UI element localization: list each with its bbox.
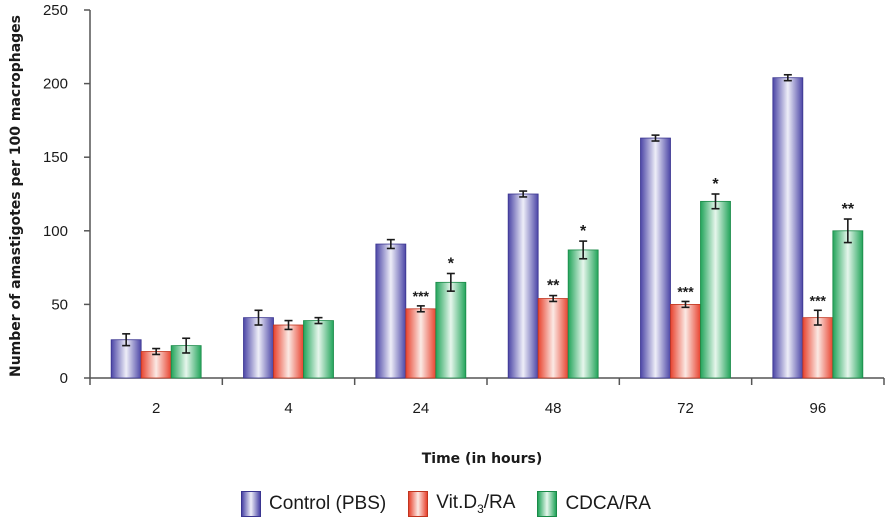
significance-label: *** (677, 283, 694, 299)
bar-vit-d3-ra-96 (802, 317, 834, 379)
error-bar (386, 238, 395, 250)
error-bar (416, 305, 425, 313)
significance-label: ** (842, 201, 855, 218)
x-tick-label: 2 (152, 400, 160, 417)
error-bar (284, 319, 293, 331)
legend-item-vitd: Vit.D3/RA (408, 491, 515, 517)
y-tick-label: 250 (43, 2, 68, 19)
x-ticks: 2 4 24 48 72 96 (89, 378, 885, 417)
bar-cdca-ra-48 (567, 249, 599, 379)
bar-vit-d3-ra-2 (140, 351, 172, 379)
bar-cdca-ra-4 (303, 320, 334, 379)
error-bar (122, 333, 131, 347)
bars (110, 77, 864, 379)
y-ticks: 0 50 100 150 200 250 (43, 2, 90, 387)
bar-control-pbs-24 (375, 243, 407, 379)
error-bar (711, 193, 720, 210)
x-tick-label: 4 (284, 400, 292, 417)
significance-label: * (712, 176, 719, 193)
legend-swatch-control (241, 491, 262, 517)
bar-vit-d3-ra-72 (670, 303, 701, 379)
error-bar (254, 309, 263, 326)
legend-item-cdca: CDCA/RA (537, 491, 651, 517)
significance-markers: ***** *********** (413, 176, 855, 308)
error-bar (519, 190, 528, 198)
legend-label-vitd: Vit.D3/RA (436, 492, 516, 516)
bar-control-pbs-96 (772, 77, 804, 379)
bar-control-pbs-72 (640, 137, 671, 379)
y-axis-title: Number of amastigotes per 100 macrophage… (8, 15, 24, 377)
legend: Control (PBS) Vit.D3/RA CDCA/RA (0, 488, 892, 520)
y-tick-label: 150 (43, 149, 68, 166)
significance-label: *** (810, 292, 827, 308)
significance-label: * (448, 255, 455, 272)
error-bar (651, 134, 660, 142)
error-bar (579, 240, 588, 260)
x-tick-label: 96 (809, 400, 826, 417)
legend-label-cdca: CDCA/RA (565, 493, 651, 514)
error-bar (182, 337, 191, 354)
x-tick-label: 72 (677, 400, 694, 417)
bar-vit-d3-ra-24 (405, 308, 437, 379)
error-bar (681, 300, 690, 309)
y-tick-label: 200 (43, 76, 68, 93)
x-tick-label: 24 (412, 400, 429, 417)
x-tick-label: 48 (545, 400, 562, 417)
legend-swatch-cdca (537, 491, 558, 517)
error-bars (122, 73, 852, 356)
bar-cdca-ra-24 (435, 281, 467, 379)
x-axis-title: Time (in hours) (422, 451, 543, 467)
y-tick-label: 50 (51, 296, 68, 313)
legend-swatch-vitd (408, 491, 429, 517)
error-bar (549, 294, 558, 303)
bar-vit-d3-ra-4 (273, 324, 304, 379)
error-bar (314, 316, 323, 325)
error-bar (152, 347, 161, 356)
significance-label: *** (413, 288, 430, 304)
error-bar (446, 272, 455, 292)
significance-label: ** (547, 278, 560, 295)
bar-cdca-ra-72 (700, 200, 731, 379)
bar-cdca-ra-96 (832, 230, 864, 379)
error-bar (843, 218, 852, 244)
error-bar (813, 309, 822, 326)
bar-control-pbs-48 (507, 193, 539, 379)
bar-vit-d3-ra-48 (537, 298, 569, 379)
legend-label-control: Control (PBS) (269, 493, 387, 514)
y-tick-label: 100 (43, 223, 68, 240)
y-tick-label: 0 (60, 370, 68, 387)
legend-item-control: Control (PBS) (241, 491, 386, 517)
significance-label: * (580, 223, 587, 240)
bar-control-pbs-4 (243, 317, 274, 379)
error-bar (783, 73, 792, 82)
